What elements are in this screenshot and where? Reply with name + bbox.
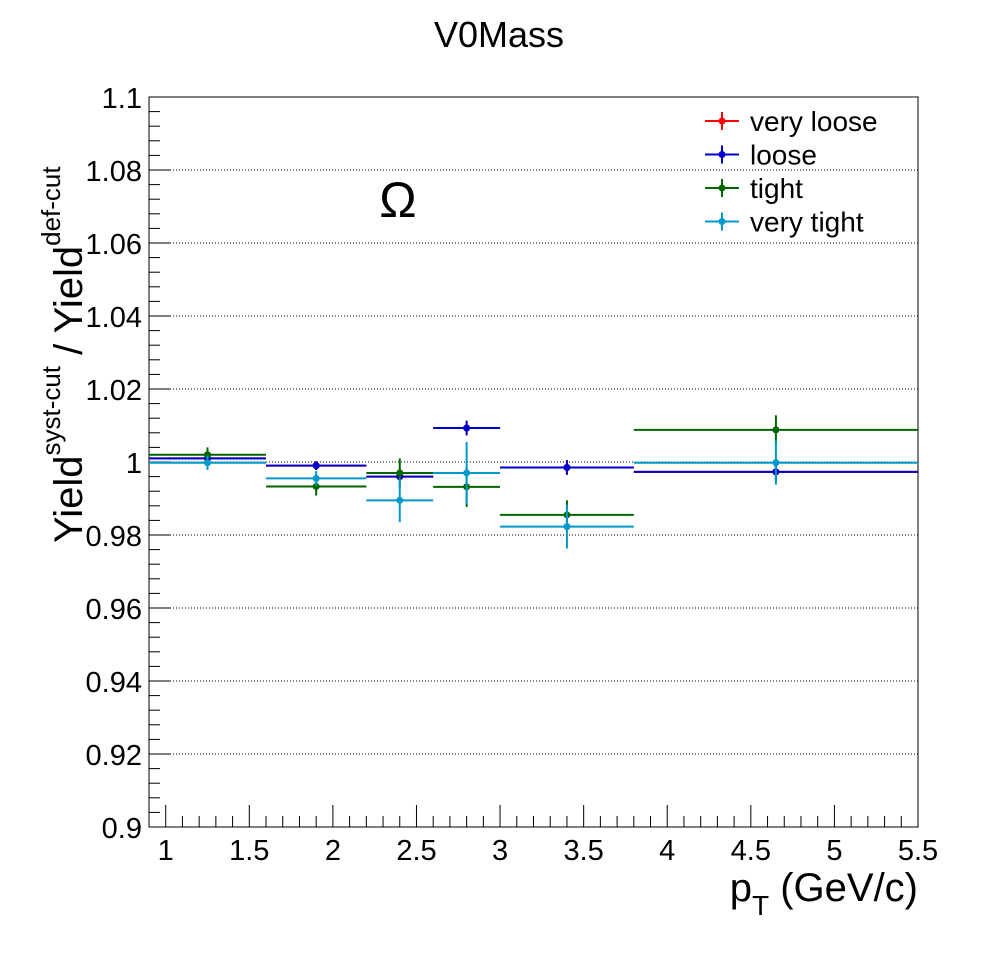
legend-marker xyxy=(718,184,726,192)
x-axis-label-sub: T xyxy=(752,890,769,921)
data-series xyxy=(149,415,918,549)
data-point-loose-5 xyxy=(500,460,634,475)
data-point-very-tight-2 xyxy=(266,471,367,486)
y-axis-label-sup2: def-cut xyxy=(36,166,66,246)
legend-entry-very-loose: very loose xyxy=(705,106,878,137)
y-tick-label: 1.02 xyxy=(86,375,142,407)
y-tick-label: 1.06 xyxy=(86,229,142,261)
legend-label-very-tight: very tight xyxy=(750,207,864,238)
data-point-very-tight-6 xyxy=(633,440,918,485)
y-axis-label-part1: Yield xyxy=(47,456,91,543)
y-tick-label: 1.08 xyxy=(86,156,142,188)
x-tick-label: 4.5 xyxy=(731,835,771,867)
x-tick-label: 5.5 xyxy=(898,835,938,867)
chart-title: V0Mass xyxy=(434,14,564,55)
y-tick-label: 0.94 xyxy=(86,667,142,699)
marker xyxy=(563,463,571,471)
x-tick-label: 2 xyxy=(325,835,341,867)
marker xyxy=(772,459,780,467)
x-tick-label: 3.5 xyxy=(563,835,603,867)
marker xyxy=(396,469,404,477)
y-tick-label: 0.98 xyxy=(86,521,142,553)
marker xyxy=(463,424,471,432)
legend-label-tight: tight xyxy=(750,173,803,204)
marker xyxy=(204,451,212,459)
y-tick-label: 0.92 xyxy=(86,740,142,772)
marker xyxy=(463,469,471,477)
data-point-tight-6 xyxy=(633,415,918,445)
y-axis-label-group: Yieldsyst-cut / Yielddef-cut xyxy=(36,166,91,543)
y-tick-label: 1 xyxy=(126,448,142,480)
marker xyxy=(312,462,320,470)
legend-entry-very-tight: very tight xyxy=(705,207,864,238)
y-axis-label-part2: / Yield xyxy=(47,246,91,366)
data-point-very-tight-5 xyxy=(500,504,634,549)
axes: 0.9 0.92 0.94 0.96 0.98 1 1.02 1.04 1.06 1.08 1.1 1… xyxy=(86,83,939,867)
legend-marker xyxy=(718,218,726,225)
y-tick-label: 0.96 xyxy=(86,594,142,626)
marker xyxy=(204,459,212,467)
y-tick-label: 0.9 xyxy=(102,813,142,845)
legend-entry-loose: loose xyxy=(705,140,817,171)
y-tick-label: 1.1 xyxy=(102,83,142,115)
data-point-loose-4 xyxy=(433,420,501,436)
series-very-tight xyxy=(149,440,918,549)
legend-marker xyxy=(718,117,726,125)
data-point-very-tight-3 xyxy=(366,478,434,523)
y-tick-label: 1.04 xyxy=(86,302,142,334)
x-axis-label: pT (GeV/c) xyxy=(730,866,918,921)
y-axis-label: Yieldsyst-cut / Yielddef-cut xyxy=(36,166,91,543)
data-point-very-tight-4 xyxy=(433,441,501,504)
data-point-loose-2 xyxy=(266,461,367,471)
x-tick-label: 2.5 xyxy=(396,835,436,867)
y-axis-label-sup1: syst-cut xyxy=(36,365,66,455)
legend-marker xyxy=(718,151,726,158)
marker xyxy=(396,496,404,504)
grid-lines xyxy=(149,169,918,755)
x-axis-label-main: p xyxy=(730,866,752,910)
legend-label-very-loose: very loose xyxy=(750,106,878,137)
x-tick-label: 3 xyxy=(492,835,508,867)
x-tick-label: 1.5 xyxy=(229,835,269,867)
marker xyxy=(312,482,320,490)
marker xyxy=(772,426,780,434)
legend-entry-tight: tight xyxy=(705,173,803,204)
omega-annotation: Ω xyxy=(379,172,416,228)
x-tick-label: 4 xyxy=(659,835,675,867)
marker xyxy=(563,523,571,531)
marker xyxy=(312,474,320,482)
x-axis-label-rest: (GeV/c) xyxy=(769,866,918,910)
data-point-very-tight-1 xyxy=(149,455,267,471)
x-tick-label: 1 xyxy=(158,835,174,867)
legend-label-loose: loose xyxy=(750,140,817,171)
x-tick-label: 5 xyxy=(826,835,842,867)
